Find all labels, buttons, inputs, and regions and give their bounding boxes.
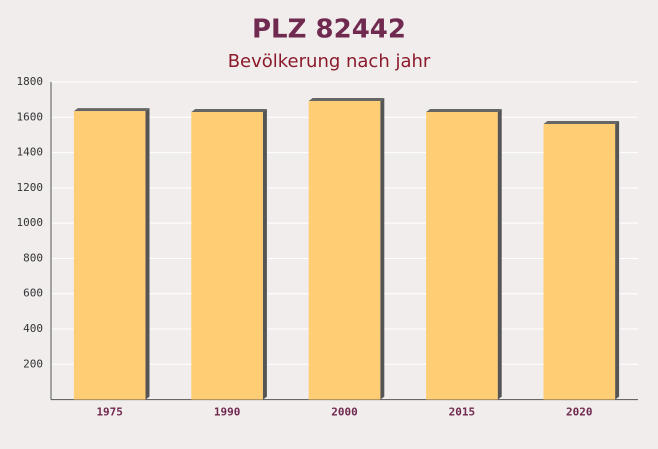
chart-subtitle: Bevölkerung nach jahr bbox=[228, 51, 431, 72]
bar bbox=[426, 111, 498, 400]
chart-title: PLZ 82442 bbox=[252, 15, 406, 45]
x-tick-label: 2000 bbox=[331, 406, 358, 419]
bar-shadow bbox=[380, 98, 385, 400]
bar-shadow-top bbox=[191, 108, 267, 112]
x-tick-label: 2020 bbox=[566, 406, 593, 419]
y-tick-label: 1600 bbox=[17, 110, 44, 123]
x-tick-label: 1975 bbox=[96, 406, 123, 419]
y-tick-label: 1000 bbox=[17, 216, 44, 229]
y-tick-label: 1200 bbox=[17, 181, 44, 194]
bar-shadow bbox=[145, 108, 150, 400]
y-tick-label: 400 bbox=[23, 322, 43, 335]
y-tick-label: 1800 bbox=[17, 75, 44, 88]
bar-shadow-top bbox=[543, 120, 620, 124]
bar-shadow-top bbox=[426, 108, 502, 112]
y-tick-label: 200 bbox=[23, 357, 43, 370]
y-tick-label: 800 bbox=[23, 251, 43, 264]
bar-shadow bbox=[497, 108, 502, 400]
bar-shadow bbox=[615, 120, 620, 400]
bar bbox=[543, 123, 616, 400]
y-tick-label: 1400 bbox=[17, 146, 44, 159]
x-tick-label: 1990 bbox=[214, 406, 241, 419]
bar-shadow-top bbox=[308, 98, 385, 102]
bar-shadow-top bbox=[73, 108, 150, 112]
bar-shadow bbox=[262, 108, 267, 400]
bar bbox=[308, 101, 381, 400]
x-tick-label: 2015 bbox=[449, 406, 476, 419]
bar bbox=[73, 111, 146, 400]
bar bbox=[191, 111, 263, 400]
y-tick-label: 600 bbox=[23, 287, 43, 300]
